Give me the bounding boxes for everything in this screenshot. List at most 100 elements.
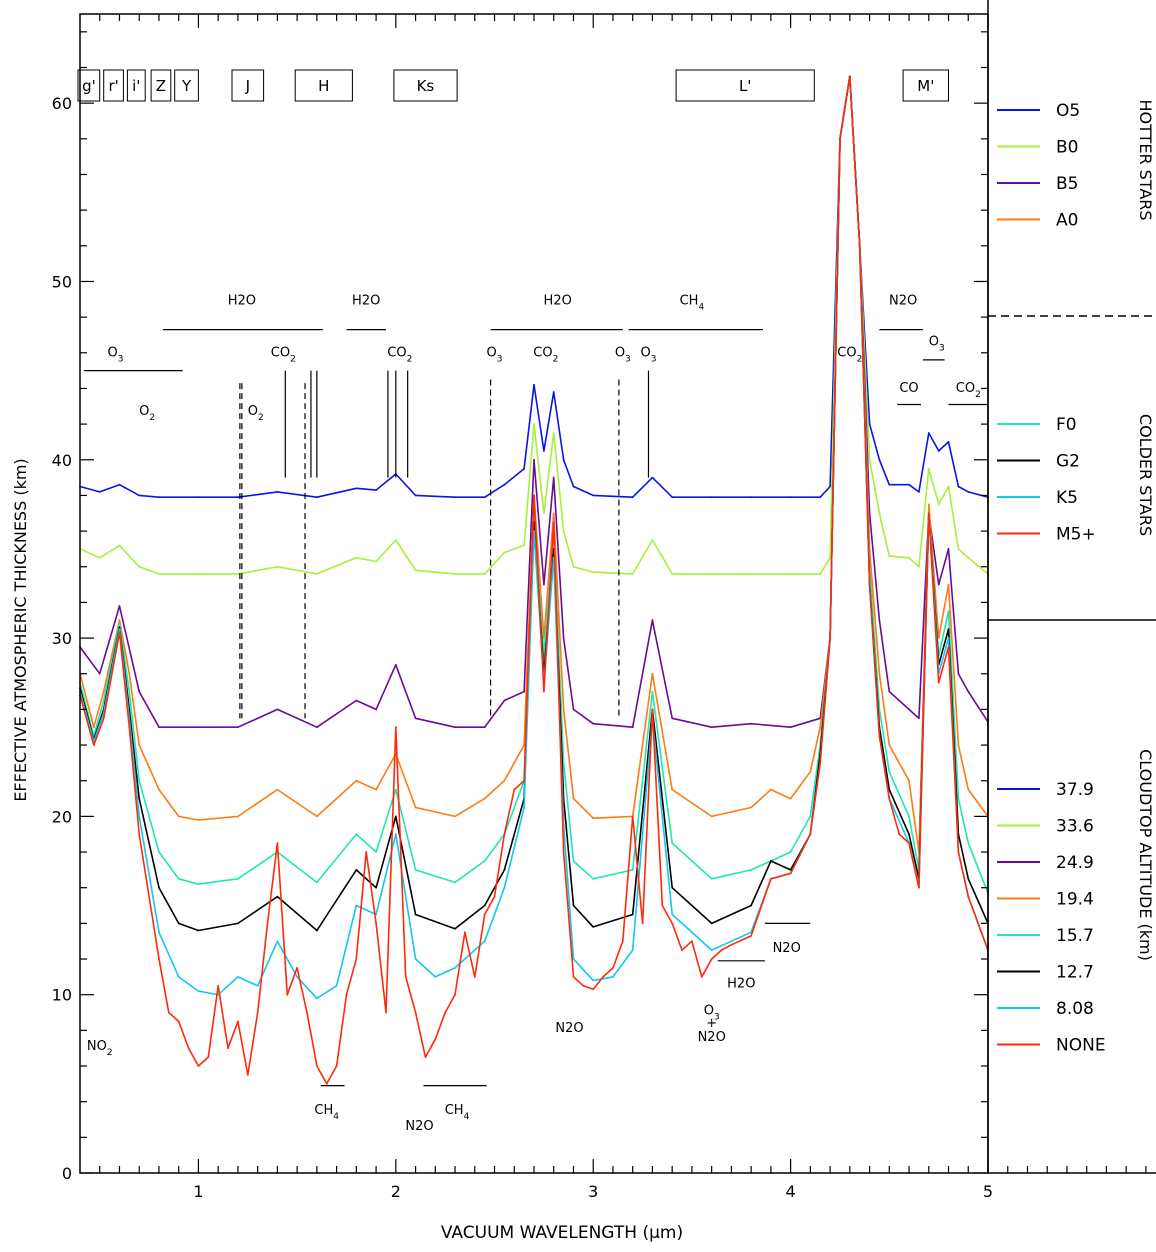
molecule-label: O3 [929, 335, 945, 354]
data-point [888, 690, 891, 693]
data-point [246, 1074, 249, 1076]
data-point [375, 560, 377, 563]
data-point [394, 663, 397, 666]
legend-label: G2 [1056, 452, 1080, 472]
data-point [503, 779, 506, 782]
legend-label: F0 [1056, 415, 1077, 435]
data-point [375, 851, 377, 853]
data-point [918, 717, 920, 720]
molecule-label: N2O [555, 1021, 583, 1036]
legend-label: B5 [1056, 174, 1078, 194]
data-point [592, 722, 595, 725]
data-point [543, 690, 545, 693]
data-point [947, 628, 950, 631]
data-point [483, 860, 486, 862]
data-point [138, 565, 141, 568]
data-point [967, 788, 970, 791]
data-point [158, 496, 160, 499]
data-point [789, 872, 792, 875]
data-point [661, 904, 664, 907]
data-point [98, 491, 101, 493]
data-point [819, 762, 822, 764]
filter-box [675, 69, 815, 102]
data-point [375, 886, 377, 889]
data-point [158, 886, 160, 889]
data-point [631, 726, 634, 729]
annotation-layer: g' r' i' Z Y J H Ks L' M' H2O H2O H2O CH4 N2O O3 CO2 CO2 O… [77, 69, 988, 1134]
y-axis-label: EFFECTIVE ATMOSPHERIC THICKNESS (km) [11, 458, 30, 801]
data-point [710, 949, 713, 951]
data-point [967, 556, 970, 559]
data-point [483, 797, 486, 800]
data-point [237, 922, 239, 925]
data-point [957, 797, 960, 800]
data-point [414, 717, 417, 720]
data-point [454, 993, 456, 996]
data-point [454, 881, 456, 884]
y-tick-label: 50 [52, 272, 72, 291]
data-point [829, 637, 831, 639]
data-point [92, 744, 95, 746]
data-point [947, 485, 950, 488]
data-point [276, 940, 279, 943]
data-point [503, 886, 506, 889]
data-point [957, 485, 960, 488]
data-point [809, 770, 812, 773]
data-point [819, 496, 822, 499]
data-point [375, 922, 377, 925]
data-point [355, 487, 358, 490]
data-point [977, 922, 979, 925]
data-point [957, 672, 960, 675]
data-point [750, 869, 752, 871]
data-point [878, 735, 881, 737]
data-point [572, 860, 575, 862]
x-tick-label: 3 [588, 1182, 598, 1201]
x-tick-label: 4 [786, 1182, 796, 1201]
data-point [414, 913, 417, 916]
filter-box [150, 69, 172, 102]
data-point [276, 708, 279, 711]
data-point [276, 788, 279, 791]
data-point [750, 722, 752, 725]
data-point [128, 690, 131, 693]
molecule-label: CO2 [956, 381, 981, 400]
data-point [908, 842, 910, 844]
data-point [710, 877, 713, 880]
data-point [809, 833, 812, 836]
data-point [355, 556, 358, 559]
data-point [483, 913, 486, 916]
data-point [562, 708, 565, 711]
data-point [92, 726, 95, 729]
data-point [878, 458, 881, 461]
molecule-label: O3 [615, 345, 631, 364]
data-point [770, 877, 772, 880]
data-point [158, 726, 160, 729]
data-point [138, 779, 141, 782]
data-point [543, 512, 545, 515]
data-point [533, 384, 535, 386]
data-point [158, 931, 160, 934]
data-point [789, 851, 792, 853]
data-point [671, 717, 674, 720]
data-point [651, 476, 654, 479]
data-point [789, 726, 792, 729]
data-point [276, 842, 279, 844]
data-point [947, 441, 950, 443]
data-point [651, 539, 654, 541]
y-tick-label: 10 [52, 986, 72, 1005]
data-point [631, 815, 634, 818]
filter-label: Z [156, 77, 166, 95]
data-point [316, 726, 318, 729]
data-point [562, 637, 565, 639]
data-point [967, 690, 970, 693]
data-point [316, 496, 318, 499]
data-point [256, 1011, 259, 1014]
data-point [592, 494, 595, 497]
data-point [543, 450, 545, 452]
data-point [197, 496, 200, 499]
filter-box [126, 69, 146, 102]
legend-group-title: CLOUDTOP ALTITUDE (km) [1136, 749, 1155, 961]
data-point [533, 423, 535, 425]
filter-label: g' [82, 77, 96, 95]
data-point [414, 494, 417, 497]
